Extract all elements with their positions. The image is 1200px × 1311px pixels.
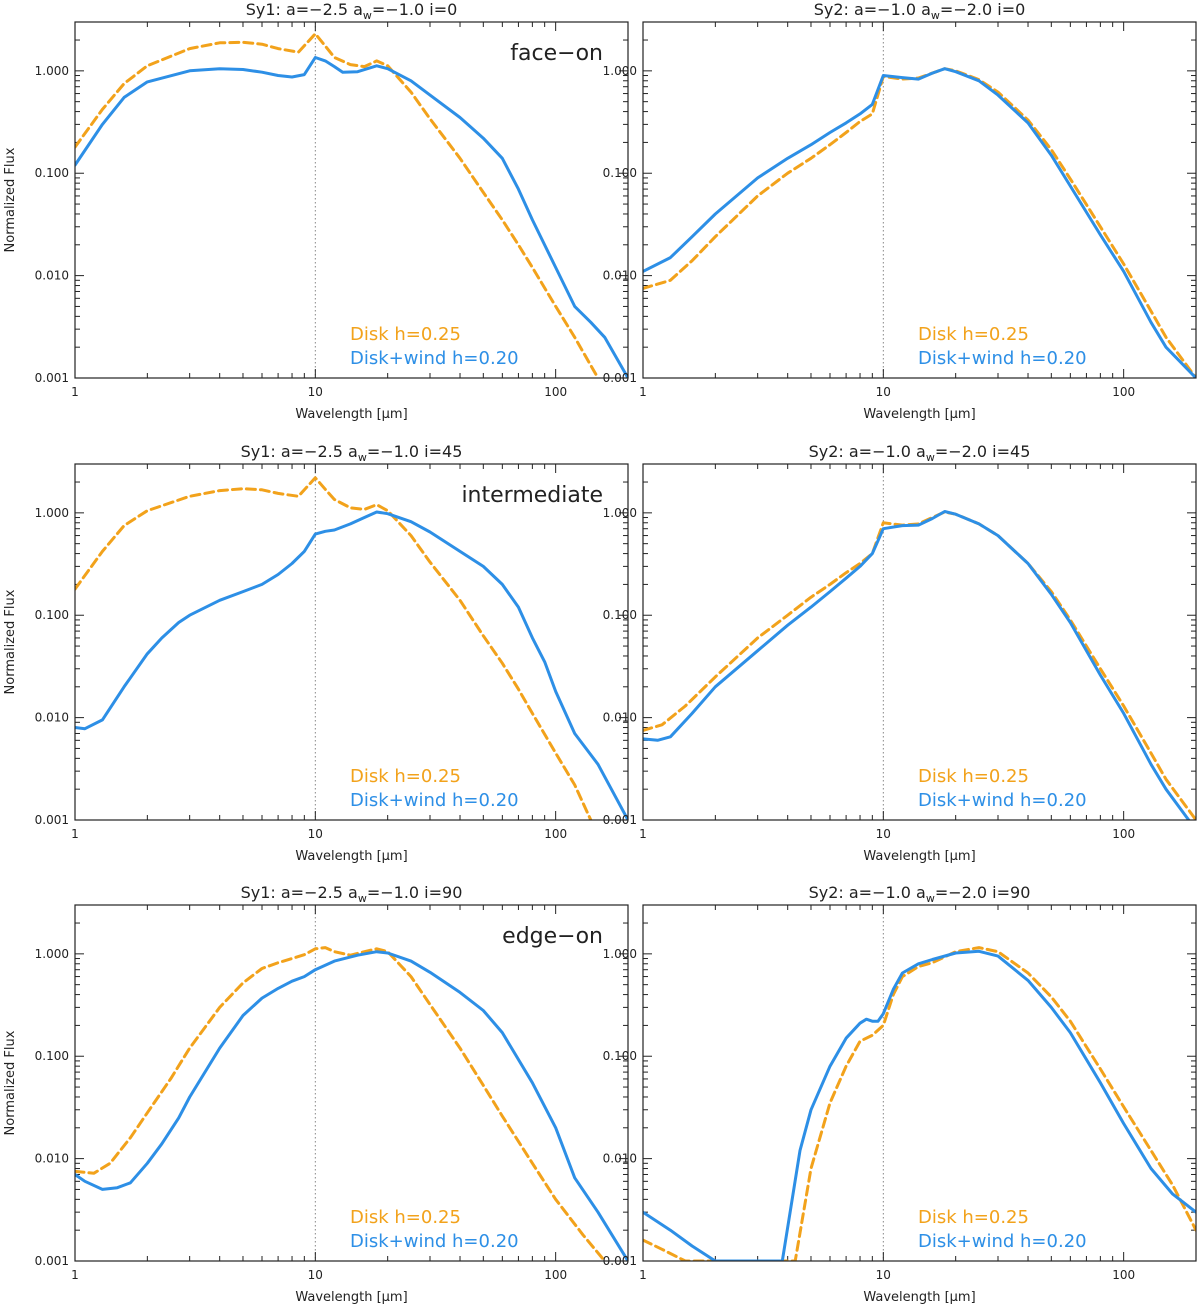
legend-disk-wind: Disk+wind h=0.20 [350,348,519,369]
y-axis-label: Normalized Flux [3,1030,18,1135]
y-tick-label: 0.100 [603,608,637,622]
legend-disk-wind: Disk+wind h=0.20 [918,1231,1087,1252]
y-axis-label: Normalized Flux [3,589,18,694]
y-tick-label: 0.100 [35,608,69,622]
x-tick-label: 100 [1112,827,1135,841]
x-tick-label: 10 [308,385,323,399]
inclination-annotation: face−on [510,41,603,66]
legend-disk: Disk h=0.25 [350,324,461,345]
y-tick-label: 0.010 [603,269,637,283]
inclination-annotation: edge−on [502,924,603,949]
plot-frame [74,463,629,821]
series-disk-line [643,946,1196,1261]
y-tick-label: 0.001 [603,371,637,385]
series-disk-wind-line [643,510,1191,820]
x-tick-label: 100 [1112,1268,1135,1282]
x-tick-label: 1 [639,1268,647,1282]
plot-frame [642,904,1197,1262]
plot-frame [74,904,629,1262]
x-tick-label: 10 [876,385,891,399]
series-disk-wind-line [643,949,1196,1261]
y-tick-label: 0.001 [603,813,637,827]
y-tick-label: 0.100 [35,1049,69,1063]
x-tick-label: 100 [544,1268,567,1282]
series-disk-wind-line [75,950,628,1261]
legend-disk: Disk h=0.25 [918,766,1029,787]
series-disk-wind-line [75,56,628,378]
x-tick-label: 100 [544,385,567,399]
panel-1: Sy1: a=−2.5 aw=−1.0 i=0 1 10 100 0.001 0.010 0… [3,0,629,422]
panel-title: Sy2: a=−1.0 aw=−2.0 i=45 [809,442,1031,464]
x-axis-label: Wavelength [μm] [863,849,975,864]
y-tick-label: 0.010 [603,1152,637,1166]
y-tick-label: 0.001 [35,371,69,385]
panel-title: Sy1: a=−2.5 aw=−1.0 i=45 [241,442,463,464]
plot-frame [642,21,1197,379]
x-tick-label: 100 [544,827,567,841]
y-tick-label: 1.000 [35,64,69,78]
y-tick-label: 0.001 [603,1254,637,1268]
series-disk-line [75,476,593,820]
x-tick-label: 10 [308,827,323,841]
y-tick-label: 1.000 [603,506,637,520]
legend-disk-wind: Disk+wind h=0.20 [918,348,1087,369]
panel-5: Sy1: a=−2.5 aw=−1.0 i=90 1 10 100 0.001 0.010… [3,883,629,1305]
x-tick-label: 1 [639,385,647,399]
legend-disk-wind: Disk+wind h=0.20 [918,790,1087,811]
legend-disk: Disk h=0.25 [918,1207,1029,1228]
y-tick-label: 1.000 [35,947,69,961]
legend-disk-wind: Disk+wind h=0.20 [350,790,519,811]
panel-2: Sy2: a=−1.0 aw=−2.0 i=0 1 10 100 0.001 0.010 0… [603,0,1197,422]
y-tick-label: 0.010 [603,711,637,725]
y-tick-label: 0.010 [35,1152,69,1166]
x-tick-label: 10 [308,1268,323,1282]
panel-title: Sy1: a=−2.5 aw=−1.0 i=90 [241,883,463,905]
panel-3: Sy1: a=−2.5 aw=−1.0 i=45 1 10 100 0.001 0.010… [3,442,629,864]
x-axis-label: Wavelength [μm] [295,849,407,864]
y-tick-label: 0.001 [35,813,69,827]
x-axis-label: Wavelength [μm] [295,1290,407,1305]
y-tick-label: 0.010 [35,269,69,283]
inclination-annotation: intermediate [461,483,603,508]
y-tick-label: 0.100 [603,1049,637,1063]
y-tick-label: 1.000 [35,506,69,520]
x-tick-label: 1 [71,385,79,399]
y-tick-label: 1.000 [603,947,637,961]
legend-disk-wind: Disk+wind h=0.20 [350,1231,519,1252]
panel-title: Sy2: a=−1.0 aw=−2.0 i=90 [809,883,1031,905]
y-tick-label: 0.100 [35,166,69,180]
x-tick-label: 10 [876,1268,891,1282]
y-axis-label: Normalized Flux [3,147,18,252]
legend-disk: Disk h=0.25 [918,324,1029,345]
plot-frame [74,21,629,379]
legend-disk: Disk h=0.25 [350,1207,461,1228]
panel-title: Sy2: a=−1.0 aw=−2.0 i=0 [814,0,1026,22]
x-axis-label: Wavelength [μm] [863,1290,975,1305]
x-tick-label: 1 [639,827,647,841]
panel-6: Sy2: a=−1.0 aw=−2.0 i=90 1 10 100 0.001 0.010… [603,883,1197,1305]
x-tick-label: 1 [71,1268,79,1282]
y-tick-label: 0.001 [35,1254,69,1268]
plot-frame [642,463,1197,821]
y-tick-label: 0.010 [35,711,69,725]
x-tick-label: 100 [1112,385,1135,399]
series-disk-line [75,32,600,378]
legend-disk: Disk h=0.25 [350,766,461,787]
x-axis-label: Wavelength [μm] [295,407,407,422]
panel-title: Sy1: a=−2.5 aw=−1.0 i=0 [246,0,458,22]
series-disk-wind-line [75,510,628,820]
x-axis-label: Wavelength [μm] [863,407,975,422]
x-tick-label: 10 [876,827,891,841]
series-disk-wind-line [643,67,1196,378]
y-tick-label: 1.000 [603,64,637,78]
x-tick-label: 1 [71,827,79,841]
series-disk-line [75,946,607,1261]
panel-4: Sy2: a=−1.0 aw=−2.0 i=45 1 10 100 0.001 0.010… [603,442,1197,864]
y-tick-label: 0.100 [603,166,637,180]
